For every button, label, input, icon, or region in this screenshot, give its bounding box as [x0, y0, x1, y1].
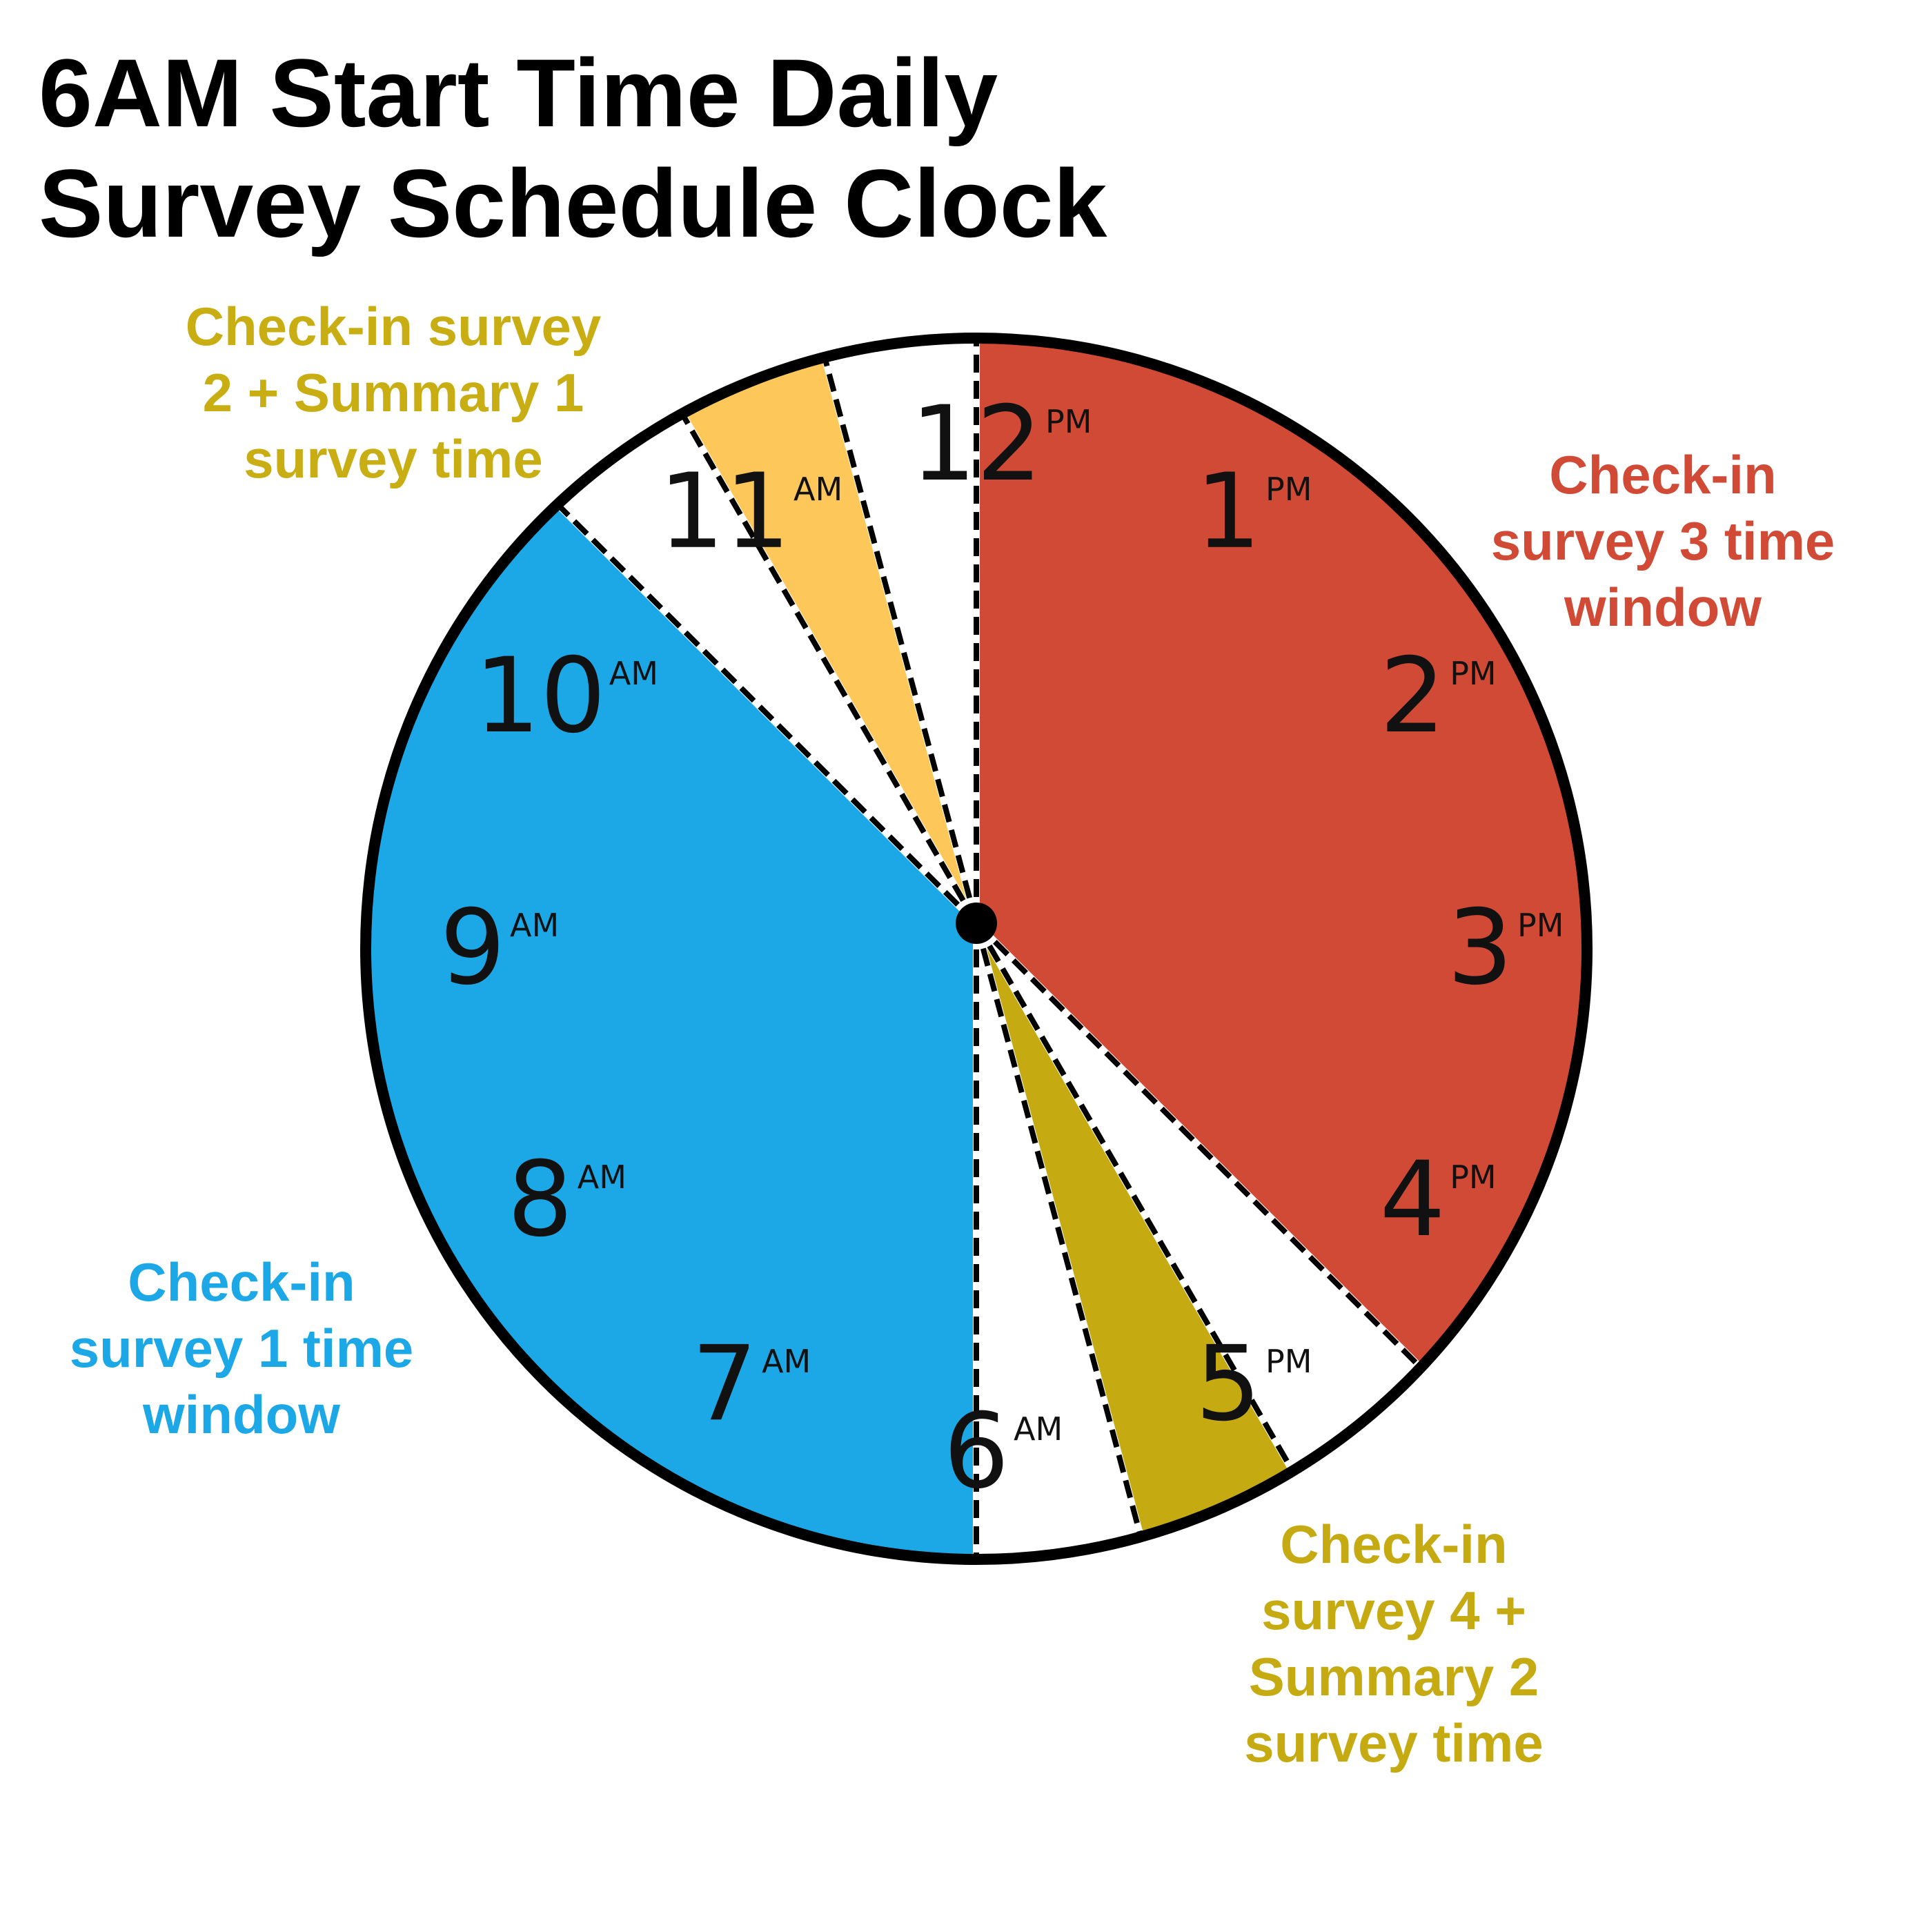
segment-check-in-survey-1-window [366, 504, 976, 1559]
callout-survey2-line-2: 2 + Summary 1 [202, 362, 584, 423]
hour-suffix-12pm: PM [1045, 403, 1092, 440]
hour-suffix-5pm: PM [1265, 1343, 1312, 1380]
hour-label-4pm: 4 [1379, 1140, 1445, 1260]
hour-label-2pm: 2 [1379, 636, 1445, 756]
callout-survey2-line-1: Check-in survey [185, 296, 602, 357]
callout-survey2-line-3: survey time [244, 428, 543, 489]
callout-survey4-line-2: survey 4 + [1261, 1580, 1526, 1641]
callout-check-in-survey-3: Check-in survey 3 time window [1456, 442, 1870, 640]
callout-survey4-line-3: Summary 2 [1248, 1646, 1539, 1707]
hour-label-6am: 6 [943, 1392, 1009, 1512]
hour-suffix-3pm: PM [1517, 907, 1564, 944]
boundary-dashed-line [822, 356, 979, 925]
hour-suffix-9am: AM [510, 907, 559, 944]
segment-check-in-survey-4-summary-2 [976, 923, 1293, 1537]
callout-check-in-survey-4: Check-in survey 4 + Summary 2 survey tim… [1187, 1511, 1601, 1776]
boundary-dashed-line [974, 921, 1295, 1473]
hour-label-10am: 10 [474, 636, 606, 756]
boundary-dashed-line [680, 412, 979, 925]
page-title: 6AM Start Time Daily Survey Schedule Clo… [39, 38, 1107, 259]
boundary-dashed-line [974, 922, 1144, 1538]
title-line-2: Survey Schedule Clock [39, 149, 1107, 257]
callout-survey1-line-3: window [143, 1384, 340, 1445]
title-line-1: 6AM Start Time Daily [39, 39, 998, 147]
hour-label-12pm: 12 [911, 384, 1043, 504]
hour-suffix-10am: AM [609, 655, 658, 692]
hour-label-3pm: 3 [1447, 888, 1512, 1008]
callout-check-in-survey-2: Check-in survey 2 + Summary 1 survey tim… [152, 293, 635, 492]
segment-check-in-survey-3-window [976, 338, 1587, 1368]
boundary-dashed-line [555, 502, 978, 925]
callout-survey3-line-2: survey 3 time [1490, 511, 1835, 571]
hour-suffix-1pm: PM [1265, 471, 1312, 508]
hour-label-5pm: 5 [1195, 1324, 1261, 1444]
segment-check-in-survey-2-summary-1 [682, 357, 976, 923]
clock-dashed-boundaries [555, 338, 1423, 1559]
hour-suffix-8am: AM [578, 1159, 627, 1196]
hour-suffix-4pm: PM [1450, 1159, 1496, 1196]
clock-rim [360, 333, 1593, 1565]
hour-suffix-6am: AM [1014, 1410, 1063, 1448]
hour-label-7am: 7 [691, 1324, 757, 1444]
callout-check-in-survey-1: Check-in survey 1 time window [28, 1249, 455, 1448]
hour-label-8am: 8 [507, 1140, 573, 1260]
hour-label-1pm: 1 [1195, 452, 1261, 572]
callout-survey4-line-4: survey time [1244, 1713, 1544, 1773]
callout-survey1-line-2: survey 1 time [69, 1318, 414, 1379]
hour-suffix-2pm: PM [1450, 655, 1496, 692]
hour-label-11am: 11 [659, 452, 791, 572]
callout-survey3-line-3: window [1564, 577, 1762, 638]
hour-suffix-11am: AM [793, 471, 842, 508]
callout-survey4-line-1: Check-in [1280, 1514, 1508, 1575]
callout-survey1-line-1: Check-in [128, 1252, 355, 1312]
hour-suffix-7am: AM [762, 1343, 811, 1380]
hour-label-9am: 9 [440, 888, 505, 1008]
clock-segments [366, 338, 1587, 1559]
callout-survey3-line-1: Check-in [1549, 444, 1777, 505]
boundary-line-base [974, 920, 1423, 1370]
clock-center-dot [956, 903, 997, 944]
